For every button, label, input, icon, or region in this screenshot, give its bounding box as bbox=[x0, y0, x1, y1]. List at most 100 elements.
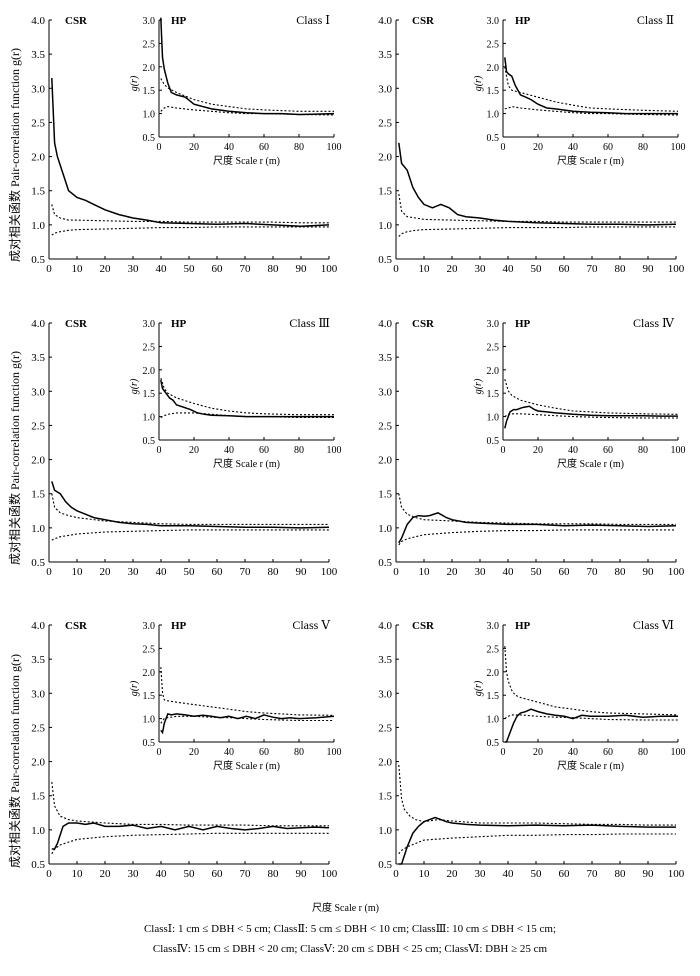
hp-inset-2-x-tick-label: 60 bbox=[603, 142, 613, 153]
csr-panel-2: 0.5 1.0 1.5 2.0 2.5 3.0 3.5 4.0 0 10 20 30 40 50 60 70 8… bbox=[378, 15, 685, 275]
csr-panel-2-x-tick-label: 40 bbox=[503, 263, 515, 275]
csr-panel-6-series-lower bbox=[398, 833, 676, 855]
csr-panel-5-y-tick-label: 2.0 bbox=[31, 757, 45, 769]
hp-inset-3-class-label: Class Ⅲ bbox=[289, 316, 330, 330]
hp-inset-3-x-tick-label: 100 bbox=[327, 445, 342, 456]
hp-inset-1-y-tick-label: 1.0 bbox=[143, 110, 156, 121]
hp-inset-5-x-tick-label: 100 bbox=[327, 747, 342, 758]
csr-panel-4: 0.5 1.0 1.5 2.0 2.5 3.0 3.5 4.0 0 10 20 30 40 50 60 70 8… bbox=[378, 318, 685, 578]
hp-inset-2-background bbox=[477, 14, 682, 165]
csr-panel-6-x-tick-label: 90 bbox=[643, 868, 655, 880]
csr-panel-6-x-tick-label: 100 bbox=[668, 868, 685, 880]
hp-inset-4-y-tick-label: 1.0 bbox=[487, 413, 500, 424]
csr-panel-3-y-tick-label: 4.0 bbox=[31, 318, 45, 330]
hp-inset-5-title: HP bbox=[171, 620, 187, 632]
hp-inset-6-x-tick-label: 60 bbox=[603, 747, 613, 758]
csr-panel-6-y-tick-label: 1.0 bbox=[378, 825, 392, 837]
hp-inset-6-y-tick-label: 3.0 bbox=[487, 621, 500, 632]
hp-inset-5-y-tick-label: 1.5 bbox=[143, 691, 156, 702]
hp-inset-4-x-tick-label: 40 bbox=[568, 445, 578, 456]
hp-inset-1-x-axis-label: 尺度 Scale r (m) bbox=[213, 154, 280, 167]
csr-panel-3-x-tick-label: 40 bbox=[156, 566, 168, 578]
hp-inset-4-x-tick-label: 60 bbox=[603, 445, 613, 456]
csr-panel-1-x-tick-label: 50 bbox=[184, 263, 196, 275]
csr-panel-3-y-tick-label: 2.0 bbox=[31, 455, 45, 467]
csr-panel-6-x-tick-label: 0 bbox=[393, 868, 399, 880]
hp-inset-2-class-label: Class Ⅱ bbox=[637, 13, 674, 27]
hp-inset-4-y-tick-label: 2.0 bbox=[487, 366, 500, 377]
csr-panel-3-series-upper bbox=[51, 493, 329, 525]
csr-panel-5-x-tick-label: 80 bbox=[268, 868, 280, 880]
csr-panel-5-y-tick-label: 2.5 bbox=[31, 722, 45, 734]
hp-inset-6-class-label: Class Ⅵ bbox=[633, 618, 674, 632]
csr-panel-1-series-upper bbox=[51, 204, 329, 224]
hp-inset-6-y-tick-label: 2.0 bbox=[487, 668, 500, 679]
csr-panel-1-x-tick-label: 20 bbox=[100, 263, 112, 275]
hp-inset-4-series-observed bbox=[504, 405, 678, 429]
csr-panel-5-y-tick-label: 1.5 bbox=[31, 791, 45, 803]
hp-inset-6-series-upper bbox=[504, 646, 679, 716]
hp-inset-5-x-tick-label: 20 bbox=[189, 747, 199, 758]
hp-inset-3-title: HP bbox=[171, 318, 187, 330]
csr-panel-2-x-tick-label: 10 bbox=[419, 263, 431, 275]
hp-inset-3-y-tick-label: 0.5 bbox=[143, 436, 156, 447]
hp-inset-3-y-axis-label: g(r) bbox=[129, 378, 140, 394]
csr-panel-2-y-tick-label: 3.0 bbox=[378, 83, 392, 95]
hp-inset-5-x-tick-label: 40 bbox=[224, 747, 234, 758]
csr-panel-5-x-tick-label: 10 bbox=[72, 868, 84, 880]
hp-inset-5-x-tick-label: 0 bbox=[157, 747, 162, 758]
csr-panel-5-y-tick-label: 3.0 bbox=[31, 688, 45, 700]
csr-panel-3-title: CSR bbox=[65, 318, 88, 330]
hp-inset-3-x-tick-label: 20 bbox=[189, 445, 199, 456]
csr-panel-5-title: CSR bbox=[65, 620, 88, 632]
csr-panel-3-x-tick-label: 50 bbox=[184, 566, 196, 578]
csr-panel-3: 0.5 1.0 1.5 2.0 2.5 3.0 3.5 4.0 0 10 20 30 40 50 60 70 8… bbox=[31, 318, 338, 578]
hp-inset-5-series-lower bbox=[160, 715, 334, 724]
csr-panel-4-series-upper bbox=[398, 493, 676, 525]
csr-panel-2-series-observed bbox=[398, 142, 677, 226]
csr-panel-5-series-upper bbox=[51, 782, 329, 827]
csr-panel-4-series-lower bbox=[398, 529, 676, 546]
csr-panel-2-y-tick-label: 2.5 bbox=[378, 117, 392, 129]
csr-panel-1-y-tick-label: 2.5 bbox=[31, 117, 45, 129]
csr-panel-5-x-tick-label: 50 bbox=[184, 868, 196, 880]
csr-panel-4-y-tick-label: 3.5 bbox=[378, 352, 392, 364]
csr-panel-2-y-tick-label: 1.5 bbox=[378, 186, 392, 198]
hp-inset-1-title: HP bbox=[171, 15, 187, 27]
csr-panel-3-series-lower bbox=[51, 529, 329, 541]
csr-panel-3-x-tick-label: 80 bbox=[268, 566, 280, 578]
csr-panel-6-y-tick-label: 2.0 bbox=[378, 757, 392, 769]
csr-panel-2-x-tick-label: 80 bbox=[615, 263, 627, 275]
csr-panel-3-x-tick-label: 100 bbox=[321, 566, 338, 578]
csr-panel-4-y-tick-label: 2.0 bbox=[378, 455, 392, 467]
hp-inset-2: 0.5 1.0 1.5 2.0 2.5 3.0 0 20 40 60 80 100 HP g(r) 尺度 S… bbox=[473, 13, 686, 167]
csr-panel-5-x-tick-label: 90 bbox=[296, 868, 308, 880]
csr-panel-6-y-tick-label: 3.5 bbox=[378, 654, 392, 666]
y-axis-label-row-2: 成对相关函数 Pair-correlation function g(r) bbox=[8, 350, 22, 565]
hp-inset-4-x-tick-label: 80 bbox=[638, 445, 648, 456]
hp-inset-5-series-observed bbox=[160, 712, 335, 735]
csr-panel-4-x-tick-label: 70 bbox=[587, 566, 599, 578]
hp-inset-1-y-tick-label: 2.0 bbox=[143, 63, 156, 74]
hp-inset-3-y-tick-label: 1.0 bbox=[143, 413, 156, 424]
hp-inset-1-x-tick-label: 20 bbox=[189, 142, 199, 153]
hp-inset-5-class-label: Class Ⅴ bbox=[292, 618, 330, 632]
hp-inset-4-x-tick-label: 0 bbox=[501, 445, 506, 456]
csr-panel-1-x-tick-label: 40 bbox=[156, 263, 168, 275]
hp-inset-5-x-tick-label: 80 bbox=[294, 747, 304, 758]
csr-panel-5-series-lower bbox=[51, 832, 329, 855]
csr-panel-5-y-tick-label: 4.0 bbox=[31, 620, 45, 632]
hp-inset-1-series-lower bbox=[160, 106, 335, 116]
hp-inset-1: 0.5 1.0 1.5 2.0 2.5 3.0 0 20 40 60 80 100 HP g(r) 尺度 S… bbox=[129, 13, 342, 167]
csr-panel-4-x-tick-label: 10 bbox=[419, 566, 431, 578]
hp-inset-5-y-tick-label: 1.0 bbox=[143, 715, 156, 726]
hp-inset-3-x-tick-label: 40 bbox=[224, 445, 234, 456]
hp-inset-6-x-tick-label: 100 bbox=[671, 747, 686, 758]
csr-panel-1-x-tick-label: 0 bbox=[46, 263, 52, 275]
csr-panel-6-y-tick-label: 4.0 bbox=[378, 620, 392, 632]
csr-panel-2-x-tick-label: 90 bbox=[643, 263, 655, 275]
csr-panel-1-y-tick-label: 3.5 bbox=[31, 49, 45, 61]
hp-inset-6-y-tick-label: 2.5 bbox=[487, 644, 500, 655]
hp-inset-2-title: HP bbox=[515, 15, 531, 27]
